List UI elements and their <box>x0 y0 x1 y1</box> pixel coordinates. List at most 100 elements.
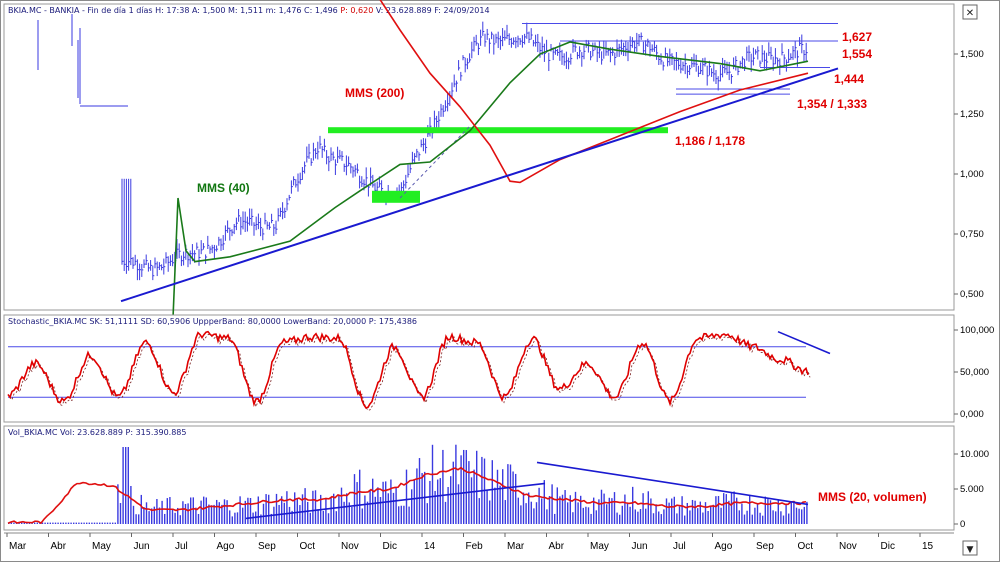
volume-bar <box>541 498 543 524</box>
dashed-trendline <box>399 125 471 199</box>
price-marks <box>37 0 839 343</box>
volume-bar <box>239 496 241 524</box>
vol-tick-label: 0 <box>960 519 965 530</box>
volume-bar <box>10 522 12 524</box>
stoch-sk-line <box>7 330 809 409</box>
month-label: Ago <box>715 541 733 552</box>
volume-bar <box>93 522 96 524</box>
month-label: Sep <box>756 541 774 552</box>
volume-bar <box>790 502 792 524</box>
volume-bar <box>717 496 720 524</box>
volume-bar <box>434 490 436 524</box>
price-tick-label: 1,000 <box>960 169 984 180</box>
volume-bar <box>626 503 629 524</box>
volume-bar <box>132 505 135 524</box>
volume-bar <box>161 500 163 524</box>
volume-bar <box>275 493 278 524</box>
resistance-label-1554: 1,554 <box>842 47 872 61</box>
volume-bar <box>231 516 233 524</box>
volume-bar <box>616 512 618 524</box>
volume-bar <box>200 500 202 524</box>
volume-bar <box>408 506 410 524</box>
volume-bar <box>249 497 252 524</box>
volume-bar <box>470 477 473 524</box>
volume-bar <box>642 493 644 524</box>
volume-bar <box>265 494 267 524</box>
volume-bar <box>96 522 98 524</box>
volume-bar <box>268 494 270 524</box>
volume-bar <box>405 469 408 524</box>
volume-bar <box>374 496 376 524</box>
month-label: Nov <box>839 541 857 552</box>
month-label: Dic <box>383 541 397 552</box>
price-header: BKIA.MC - BANKIA - Fin de día 1 días H: … <box>8 6 490 15</box>
price-panel: BKIA.MC - BANKIA - Fin de día 1 días H: … <box>3 0 984 343</box>
support-label-1186: 1,186 / 1,178 <box>675 134 745 148</box>
volume-bar <box>535 502 538 524</box>
volume-bar <box>720 507 722 524</box>
volume-bar <box>369 490 371 524</box>
volume-bar <box>117 484 119 524</box>
stoch-downtrend-line <box>777 330 831 355</box>
volume-bar <box>512 471 514 524</box>
volume-bar <box>478 498 480 524</box>
month-label: Jul <box>175 541 188 552</box>
volume-bar <box>509 464 512 524</box>
volume-bar <box>733 491 735 524</box>
stochastic-marks <box>7 330 831 411</box>
volume-bar <box>307 501 309 524</box>
volume-bar <box>208 504 210 524</box>
volume-bar <box>751 514 753 524</box>
volume-bar <box>637 511 639 524</box>
volume-bar <box>184 503 187 524</box>
month-label: Sep <box>258 541 276 552</box>
volume-bar <box>499 485 501 524</box>
volume-bar <box>101 522 103 524</box>
volume-bar <box>70 522 72 524</box>
close-button[interactable] <box>962 4 978 20</box>
volume-bar <box>639 509 642 524</box>
volume-bar <box>556 487 558 524</box>
volume-bar <box>392 492 395 524</box>
volume-bar <box>780 511 782 524</box>
volume-bar <box>754 507 756 524</box>
volume-bar <box>106 522 109 524</box>
time-axis: Mar Abr May Jun Jul Ago Sep Oct Nov Dic 14 Feb Mar Ab… <box>4 532 954 552</box>
volume-bar <box>151 508 153 524</box>
volume-bar <box>608 497 610 524</box>
volume-bar <box>213 504 215 524</box>
volume-bar <box>686 502 688 524</box>
volume-bar <box>494 487 496 524</box>
volume-bar <box>348 502 350 524</box>
volume-bar <box>660 514 662 524</box>
volume-bar <box>190 497 192 524</box>
volume-bar <box>244 500 246 524</box>
volume-bar <box>377 487 379 524</box>
volume-bar <box>314 490 317 524</box>
volume-bar <box>762 515 764 524</box>
level-label-1444: 1,444 <box>834 72 864 86</box>
volume-bar <box>23 522 25 524</box>
volume-bar <box>296 498 298 524</box>
volume-bar <box>624 494 626 524</box>
volume-bar <box>294 492 296 524</box>
volume-bar <box>777 499 779 524</box>
volume-bar <box>49 522 51 524</box>
volume-bar <box>138 514 140 524</box>
price-tick-label: 1,500 <box>960 49 984 60</box>
close-icon: ✕ <box>966 8 974 19</box>
scroll-down-button[interactable] <box>962 540 978 556</box>
volume-bar <box>496 469 499 524</box>
volume-bar <box>140 494 142 524</box>
volume-bar <box>455 444 457 524</box>
month-label: Ago <box>217 541 235 552</box>
volume-bar <box>663 509 665 524</box>
volume-bar <box>78 522 80 524</box>
volume-bar <box>442 449 444 524</box>
volume-bar <box>725 494 727 524</box>
volume-bar <box>158 507 161 524</box>
volume-bar <box>697 508 699 524</box>
volume-bar <box>795 507 798 524</box>
volume-bar <box>551 484 553 524</box>
volume-bar <box>86 522 88 524</box>
